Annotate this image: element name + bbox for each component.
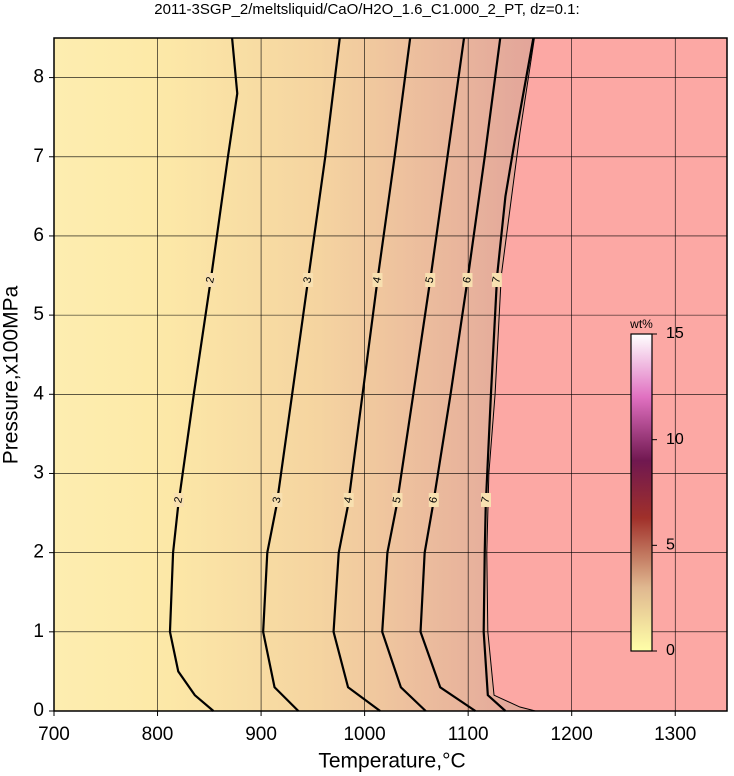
x-tick-label: 700 (38, 724, 70, 745)
contour-label: 4 (342, 496, 355, 504)
contour-label-bg (173, 493, 184, 507)
x-tick-label: 1300 (654, 724, 696, 745)
contour-label: 6 (427, 496, 440, 504)
colorbar (630, 333, 653, 652)
contour-label-bg (462, 273, 473, 287)
x-tick-label: 1100 (448, 724, 489, 745)
y-tick-label: 3 (33, 462, 44, 483)
contour-label-bg (425, 273, 436, 287)
contour-label-bg (428, 493, 439, 507)
contour-label: 7 (479, 496, 492, 504)
y-tick-label: 1 (33, 621, 44, 642)
y-tick-label: 6 (33, 225, 44, 246)
contour-label: 3 (301, 276, 314, 284)
y-tick-label: 7 (33, 146, 44, 167)
y-axis-label: Pressure,x100MPa (0, 285, 23, 464)
contour-label: 3 (271, 496, 284, 504)
colorbar-tick-label: 5 (666, 537, 675, 554)
contour-label-bg (372, 273, 383, 287)
x-tick-label: 800 (142, 724, 174, 745)
colorbar-tick-label: 10 (666, 431, 684, 448)
contour-label-bg (343, 493, 354, 507)
contour-label-bg (491, 273, 502, 287)
contour-label: 4 (371, 276, 384, 284)
y-tick-label: 4 (33, 383, 44, 404)
contour-label-bg (272, 493, 283, 507)
contour-label-bg (205, 273, 216, 287)
contour-label: 5 (391, 496, 404, 504)
x-tick-label: 1200 (551, 724, 593, 745)
y-tick-label: 5 (33, 304, 44, 325)
contour-label-bg (392, 493, 403, 507)
x-axis-label: Temperature,°C (318, 750, 465, 773)
contour-label-bg (480, 493, 491, 507)
colorbar-tick-label: 0 (666, 642, 675, 659)
y-tick-label: 8 (33, 67, 44, 88)
chart-title: 2011-3SGP_2/meltsliquid/CaO/H2O_1.6_C1.0… (154, 1, 579, 18)
colorbar-label: wt% (629, 317, 653, 331)
contour-label: 2 (172, 496, 185, 504)
contour-label-bg (303, 273, 314, 287)
contour-label: 2 (204, 276, 217, 284)
contour-label: 7 (490, 276, 503, 284)
y-tick-label: 2 (33, 542, 44, 563)
plot-frame (53, 37, 728, 712)
contour-label: 6 (461, 276, 474, 284)
y-tick-label: 0 (33, 700, 44, 721)
x-tick-label: 900 (245, 724, 277, 745)
x-tick-label: 1000 (343, 724, 385, 745)
contour-line (482, 37, 535, 712)
contour-label: 5 (424, 276, 437, 284)
colorbar-tick-label: 15 (666, 325, 684, 342)
